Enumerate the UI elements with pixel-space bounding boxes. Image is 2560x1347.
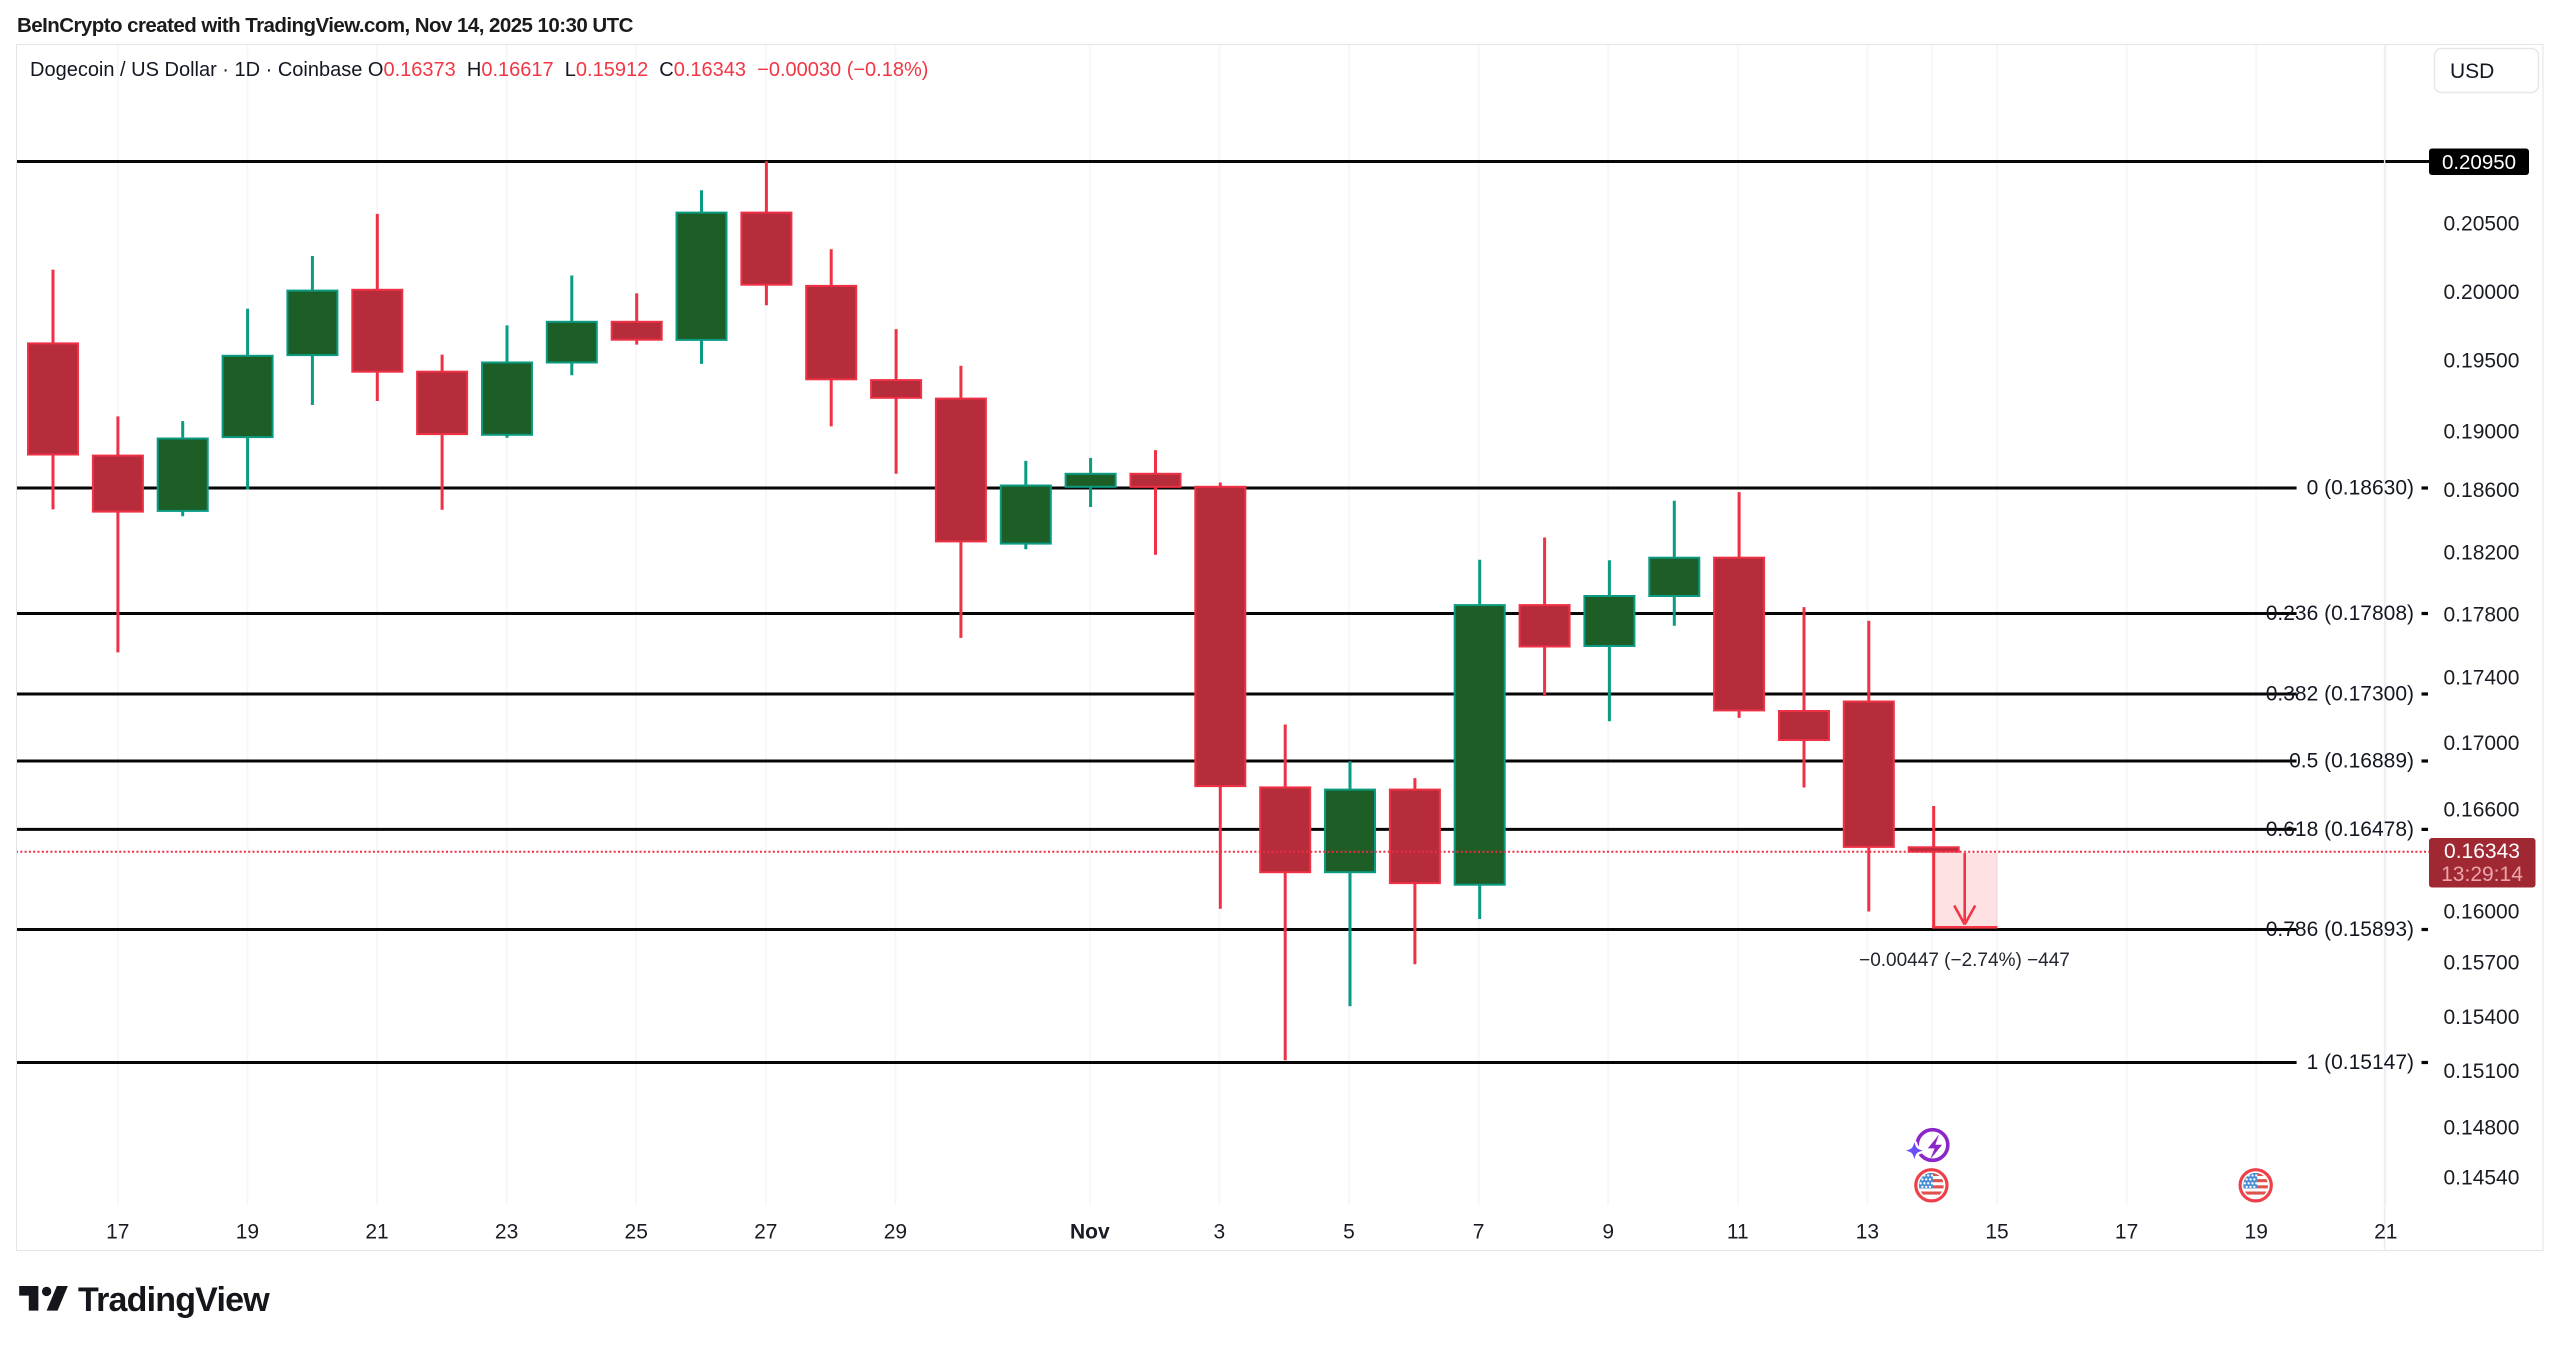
svg-text:29: 29 bbox=[884, 1221, 907, 1244]
svg-text:USD: USD bbox=[2450, 60, 2494, 83]
svg-text:0.15100: 0.15100 bbox=[2444, 1060, 2520, 1083]
svg-text:0.20500: 0.20500 bbox=[2444, 213, 2520, 236]
svg-text:17: 17 bbox=[106, 1221, 129, 1244]
svg-text:−0.00447 (−2.74%) −447: −0.00447 (−2.74%) −447 bbox=[1859, 950, 2070, 971]
svg-text:0.16600: 0.16600 bbox=[2444, 799, 2520, 822]
svg-text:0.618 (0.16478): 0.618 (0.16478) bbox=[2266, 818, 2414, 841]
svg-text:0.786 (0.15893): 0.786 (0.15893) bbox=[2266, 918, 2414, 941]
svg-text:Nov: Nov bbox=[1070, 1221, 1110, 1244]
svg-text:7: 7 bbox=[1473, 1221, 1485, 1244]
svg-text:17: 17 bbox=[2115, 1221, 2138, 1244]
svg-text:13: 13 bbox=[1856, 1221, 1879, 1244]
svg-text:3: 3 bbox=[1214, 1221, 1226, 1244]
svg-text:27: 27 bbox=[754, 1221, 777, 1244]
svg-text:0.5 (0.16889): 0.5 (0.16889) bbox=[2289, 750, 2414, 773]
svg-text:0.20000: 0.20000 bbox=[2444, 281, 2520, 304]
svg-text:15: 15 bbox=[1985, 1221, 2008, 1244]
svg-text:0.236 (0.17808): 0.236 (0.17808) bbox=[2266, 602, 2414, 625]
svg-text:TradingView: TradingView bbox=[78, 1281, 270, 1319]
svg-text:0.14540: 0.14540 bbox=[2444, 1167, 2520, 1190]
svg-text:19: 19 bbox=[2245, 1221, 2268, 1244]
svg-text:13:29:14: 13:29:14 bbox=[2441, 863, 2523, 886]
svg-text:0.17800: 0.17800 bbox=[2444, 604, 2520, 627]
svg-text:0 (0.18630): 0 (0.18630) bbox=[2307, 477, 2414, 500]
svg-text:0.19000: 0.19000 bbox=[2444, 421, 2520, 444]
svg-text:23: 23 bbox=[495, 1221, 518, 1244]
svg-text:1 (0.15147): 1 (0.15147) bbox=[2307, 1051, 2414, 1074]
svg-text:11: 11 bbox=[1727, 1221, 1749, 1244]
svg-text:0.14800: 0.14800 bbox=[2444, 1117, 2520, 1140]
svg-text:0.17000: 0.17000 bbox=[2444, 732, 2520, 755]
svg-text:0.19500: 0.19500 bbox=[2444, 350, 2520, 373]
svg-text:5: 5 bbox=[1343, 1221, 1355, 1244]
svg-text:0.18600: 0.18600 bbox=[2444, 479, 2520, 502]
svg-text:21: 21 bbox=[2374, 1221, 2397, 1244]
svg-text:0.16000: 0.16000 bbox=[2444, 901, 2520, 924]
svg-text:25: 25 bbox=[625, 1221, 648, 1244]
svg-text:0.15400: 0.15400 bbox=[2444, 1006, 2520, 1029]
svg-text:0.20950: 0.20950 bbox=[2442, 151, 2516, 174]
svg-text:0.18200: 0.18200 bbox=[2444, 542, 2520, 565]
svg-text:21: 21 bbox=[365, 1221, 388, 1244]
svg-text:19: 19 bbox=[236, 1221, 259, 1244]
svg-text:9: 9 bbox=[1602, 1221, 1614, 1244]
svg-text:0.16343: 0.16343 bbox=[2444, 840, 2520, 863]
svg-text:0.17400: 0.17400 bbox=[2444, 667, 2520, 690]
svg-text:0.15700: 0.15700 bbox=[2444, 952, 2520, 975]
svg-text:0.382 (0.17300): 0.382 (0.17300) bbox=[2266, 683, 2414, 706]
